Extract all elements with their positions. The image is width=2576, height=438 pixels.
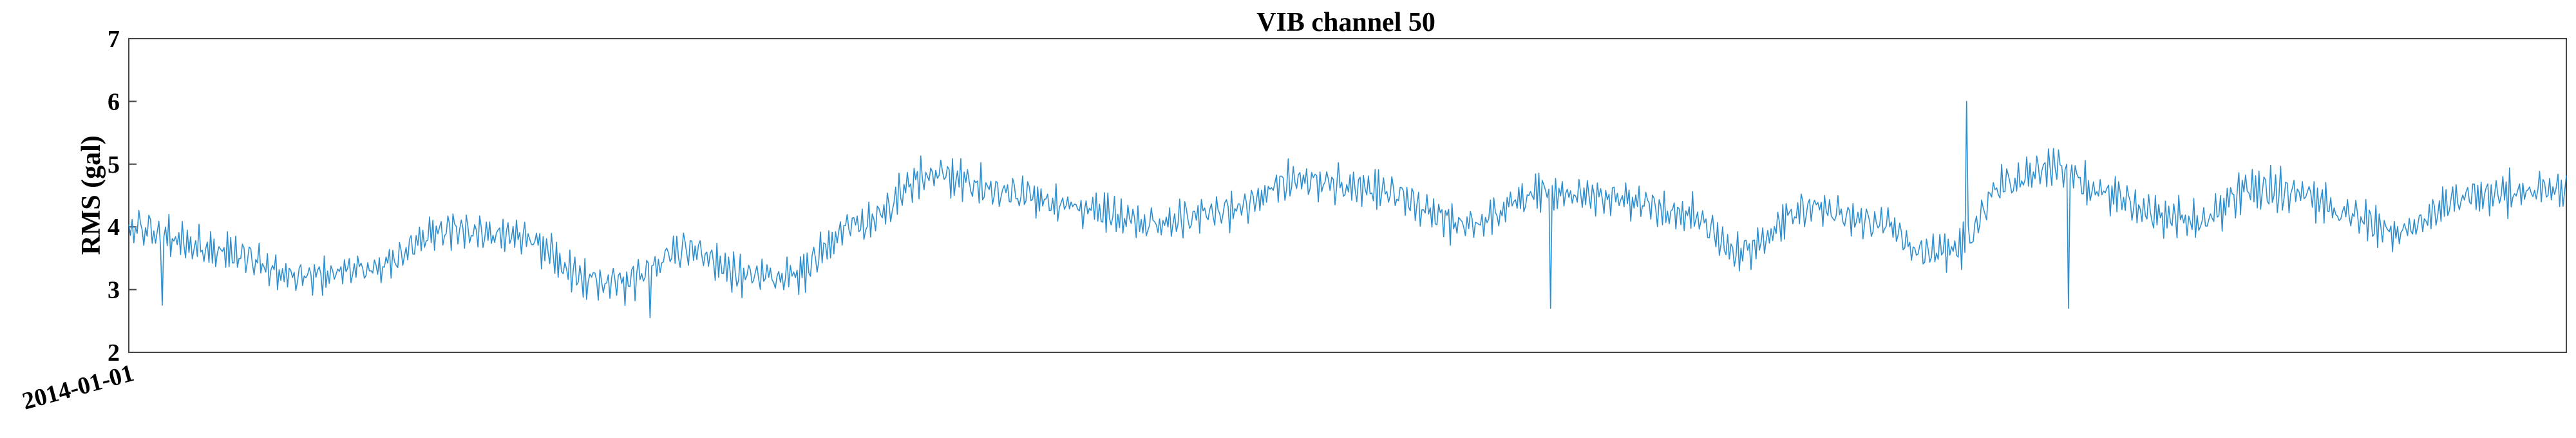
plot-area — [128, 38, 2567, 353]
y-tick-label: 2 — [108, 339, 120, 367]
x-tick-label: 2014-01-01 — [19, 359, 137, 415]
y-axis-ticks: 2 3 4 5 6 7 — [108, 26, 137, 367]
chart-title: VIB channel 50 — [1256, 8, 1435, 37]
y-tick-label: 5 — [108, 151, 120, 178]
series-line — [128, 100, 2567, 319]
series-layer — [128, 100, 2567, 319]
y-axis-label: RMS (gal) — [77, 135, 106, 254]
y-tick-label: 4 — [108, 214, 120, 241]
y-tick-label: 3 — [108, 277, 120, 304]
y-tick-label: 6 — [108, 88, 120, 115]
y-tick-label: 7 — [108, 26, 120, 53]
